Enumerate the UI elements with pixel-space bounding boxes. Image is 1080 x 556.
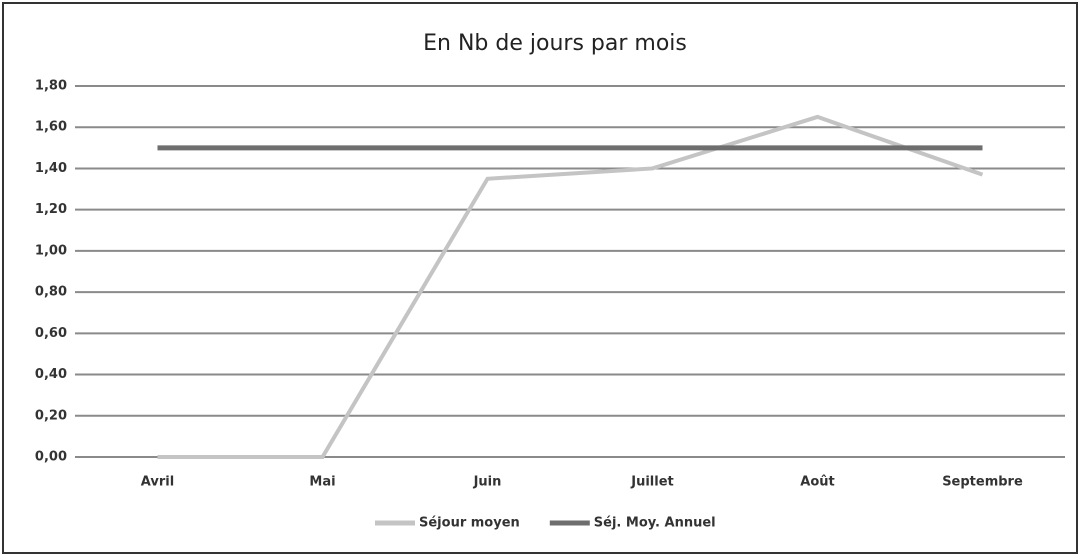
legend-label: Séj. Moy. Annuel bbox=[594, 516, 716, 531]
y-tick-label: 1,20 bbox=[35, 202, 67, 217]
series-line bbox=[157, 114, 984, 459]
y-tick-label: 1,80 bbox=[35, 79, 67, 94]
y-tick-label: 0,40 bbox=[35, 367, 67, 382]
chart-title: En Nb de jours par mois bbox=[423, 31, 687, 56]
x-tick-label: Septembre bbox=[942, 475, 1023, 490]
y-tick-label: 0,80 bbox=[35, 285, 67, 300]
y-tick-label: 1,40 bbox=[35, 161, 67, 176]
y-tick-label: 0,60 bbox=[35, 326, 67, 341]
y-tick-label: 1,00 bbox=[35, 243, 67, 258]
legend-label: Séjour moyen bbox=[419, 516, 520, 531]
y-tick-label: 0,00 bbox=[35, 450, 67, 465]
x-tick-label: Août bbox=[800, 475, 834, 490]
x-tick-label: Mai bbox=[309, 475, 335, 490]
y-tick-label: 0,20 bbox=[35, 408, 67, 423]
x-tick-label: Avril bbox=[141, 475, 174, 490]
x-tick-label: Juin bbox=[473, 475, 502, 490]
y-tick-label: 1,60 bbox=[35, 120, 67, 135]
x-tick-label: Juillet bbox=[630, 475, 674, 490]
